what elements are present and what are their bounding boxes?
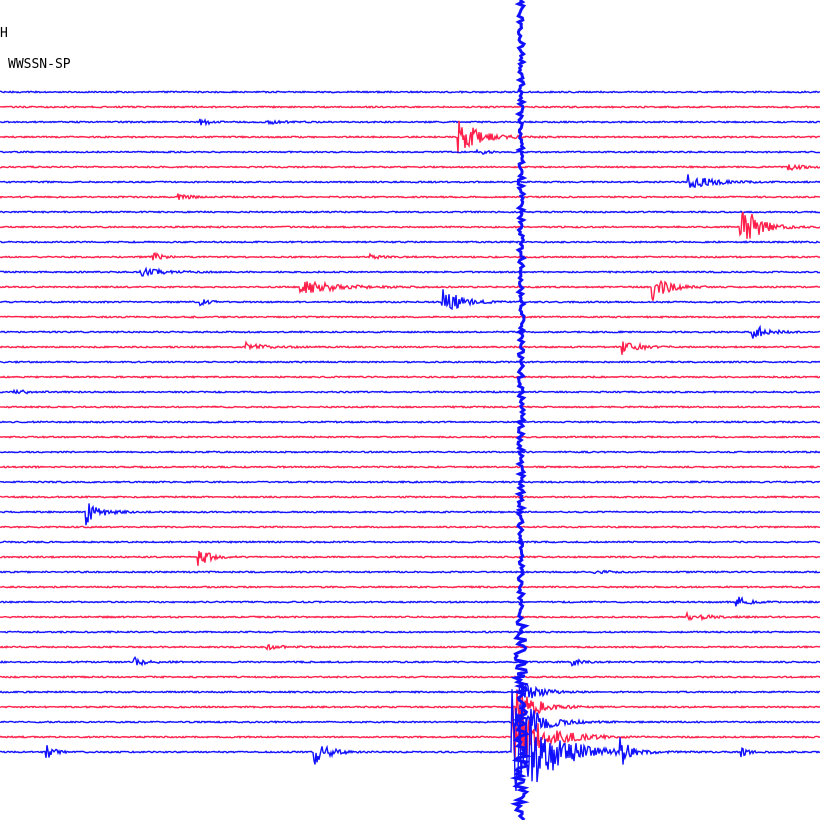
trace <box>0 193 820 201</box>
trace <box>0 120 820 154</box>
trace <box>0 595 820 607</box>
trace <box>0 279 820 301</box>
filter-label: WWSSN-SP <box>8 57 71 72</box>
trace <box>0 388 820 395</box>
trace <box>0 240 820 244</box>
trace <box>0 495 820 499</box>
trace <box>0 682 820 699</box>
trace <box>0 210 820 214</box>
trace <box>0 550 820 566</box>
trace <box>0 480 820 484</box>
trace <box>0 503 820 526</box>
trace <box>0 360 820 364</box>
trace <box>0 90 820 94</box>
trace <box>0 569 820 575</box>
trace <box>0 644 820 651</box>
trace <box>0 656 820 667</box>
trace <box>0 174 820 189</box>
trace <box>0 689 820 723</box>
trace <box>0 540 820 544</box>
trace <box>0 266 820 277</box>
channel-label: H <box>0 26 8 41</box>
trace <box>0 405 820 409</box>
trace <box>0 375 820 379</box>
trace <box>0 525 820 529</box>
trace <box>0 675 820 679</box>
trace <box>0 585 820 589</box>
trace <box>0 689 820 791</box>
trace <box>0 315 820 319</box>
trace <box>0 105 820 109</box>
trace <box>0 706 820 761</box>
trace <box>0 211 820 239</box>
trace <box>0 163 820 172</box>
trace <box>0 148 820 155</box>
trace <box>0 701 820 740</box>
trace <box>0 118 820 127</box>
trace <box>0 465 820 469</box>
trace <box>0 435 820 439</box>
trace <box>0 324 820 339</box>
trace <box>0 420 820 424</box>
trace <box>0 340 820 355</box>
trace <box>0 252 820 261</box>
trace <box>0 630 820 634</box>
trace <box>0 610 820 622</box>
main-event-spike <box>509 0 532 820</box>
trace <box>0 450 820 454</box>
trace <box>0 289 820 311</box>
